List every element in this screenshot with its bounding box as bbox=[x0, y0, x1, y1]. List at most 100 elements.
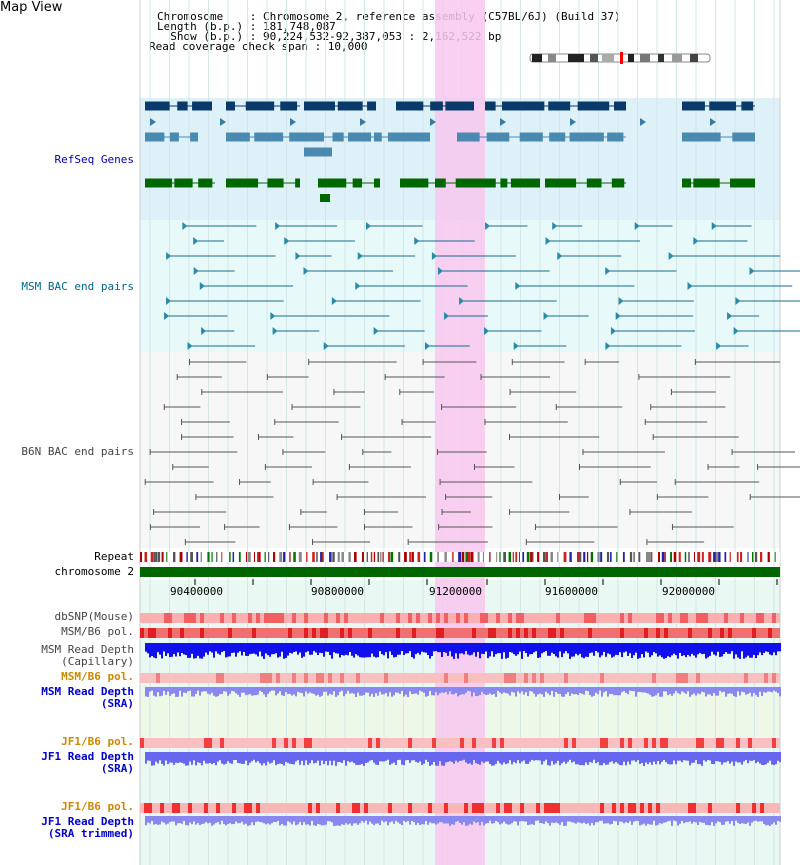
heat-cell bbox=[476, 803, 480, 813]
heat-cell bbox=[444, 628, 448, 638]
heat-cell bbox=[544, 803, 548, 813]
heat-cell bbox=[772, 628, 776, 638]
repeat-mark bbox=[718, 552, 721, 562]
depth-bar bbox=[403, 816, 405, 821]
depth-bar bbox=[427, 816, 429, 825]
heat-cell bbox=[316, 738, 320, 748]
depth-bar bbox=[255, 816, 257, 822]
depth-bar bbox=[165, 687, 167, 695]
depth-bar bbox=[705, 643, 707, 659]
depth-bar bbox=[659, 816, 661, 824]
depth-bar bbox=[437, 687, 439, 696]
heat-cell bbox=[496, 673, 500, 683]
depth-bar bbox=[703, 687, 705, 693]
depth-bar bbox=[719, 816, 721, 823]
heat-cell bbox=[344, 613, 348, 623]
depth-bar bbox=[407, 643, 409, 654]
heat-cell bbox=[260, 738, 264, 748]
depth-bar bbox=[683, 643, 685, 656]
heat-cell bbox=[616, 613, 620, 623]
depth-bar bbox=[261, 687, 263, 693]
depth-bar bbox=[155, 643, 157, 659]
depth-bar bbox=[585, 816, 587, 824]
depth-bar bbox=[249, 643, 251, 655]
depth-bar bbox=[669, 643, 671, 658]
heat-cell bbox=[556, 613, 560, 623]
depth-bar bbox=[585, 752, 587, 763]
depth-bar bbox=[429, 752, 431, 766]
depth-bar bbox=[409, 643, 411, 652]
heat-cell bbox=[296, 613, 300, 623]
depth-bar bbox=[341, 687, 343, 691]
depth-bar bbox=[649, 643, 651, 658]
depth-bar bbox=[165, 643, 167, 656]
heat-cell bbox=[292, 673, 296, 683]
repeat-mark bbox=[166, 552, 168, 562]
depth-bar bbox=[559, 816, 561, 825]
repeat-mark bbox=[179, 552, 183, 562]
depth-bar bbox=[321, 816, 323, 826]
depth-bar bbox=[213, 752, 215, 764]
track-label-b6n-bac[interactable]: B6N BAC end pairs bbox=[21, 445, 134, 458]
depth-bar bbox=[431, 643, 433, 657]
heat-cell bbox=[224, 803, 228, 813]
depth-bar bbox=[161, 643, 163, 659]
depth-bar bbox=[157, 643, 159, 653]
depth-bar bbox=[507, 643, 509, 658]
depth-bar bbox=[695, 752, 697, 761]
heat-cell bbox=[644, 673, 648, 683]
heat-cell bbox=[464, 803, 468, 813]
depth-bar bbox=[639, 752, 641, 764]
track-label-refseq[interactable]: RefSeq Genes bbox=[54, 153, 134, 166]
heat-cell bbox=[316, 613, 320, 623]
heat-cell bbox=[768, 673, 772, 683]
depth-bar bbox=[565, 643, 567, 652]
heat-cell bbox=[444, 673, 448, 683]
depth-bar bbox=[581, 687, 583, 694]
depth-bar bbox=[217, 752, 219, 762]
depth-bar bbox=[673, 752, 675, 761]
heat-cell bbox=[584, 673, 588, 683]
repeat-mark bbox=[329, 552, 332, 562]
repeat-mark bbox=[279, 552, 283, 562]
depth-bar bbox=[475, 816, 477, 823]
heat-cell bbox=[684, 628, 688, 638]
depth-bar bbox=[665, 816, 667, 823]
depth-bar bbox=[305, 687, 307, 692]
heat-cell bbox=[776, 673, 780, 683]
depth-bar bbox=[723, 643, 725, 655]
depth-bar bbox=[369, 643, 371, 658]
depth-bar bbox=[309, 816, 311, 826]
heat-cell bbox=[676, 738, 680, 748]
depth-bar bbox=[395, 643, 397, 657]
depth-bar bbox=[229, 816, 231, 824]
depth-bar bbox=[751, 687, 753, 697]
heat-cell bbox=[140, 628, 144, 638]
depth-bar bbox=[361, 687, 363, 696]
depth-bar bbox=[597, 643, 599, 653]
heat-cell bbox=[612, 803, 616, 813]
depth-bar bbox=[517, 752, 519, 761]
heat-cell bbox=[660, 803, 664, 813]
track-label-msm-bac[interactable]: MSM BAC end pairs bbox=[21, 280, 134, 293]
repeat-mark bbox=[289, 552, 291, 562]
depth-bar bbox=[529, 752, 531, 762]
heat-cell bbox=[752, 673, 756, 683]
heat-cell bbox=[720, 628, 724, 638]
depth-bar bbox=[259, 752, 261, 764]
heat-cell bbox=[540, 803, 544, 813]
heat-cell bbox=[476, 628, 480, 638]
heat-cell bbox=[572, 628, 576, 638]
depth-bar bbox=[573, 687, 575, 695]
repeat-mark bbox=[522, 552, 525, 562]
heat-cell bbox=[268, 738, 272, 748]
heat-cell bbox=[776, 628, 780, 638]
repeat-mark bbox=[515, 552, 518, 562]
depth-bar bbox=[759, 687, 761, 692]
heat-cell bbox=[160, 738, 164, 748]
depth-bar bbox=[485, 643, 487, 652]
depth-bar bbox=[305, 752, 307, 761]
depth-bar bbox=[637, 752, 639, 761]
heat-cell bbox=[264, 628, 268, 638]
